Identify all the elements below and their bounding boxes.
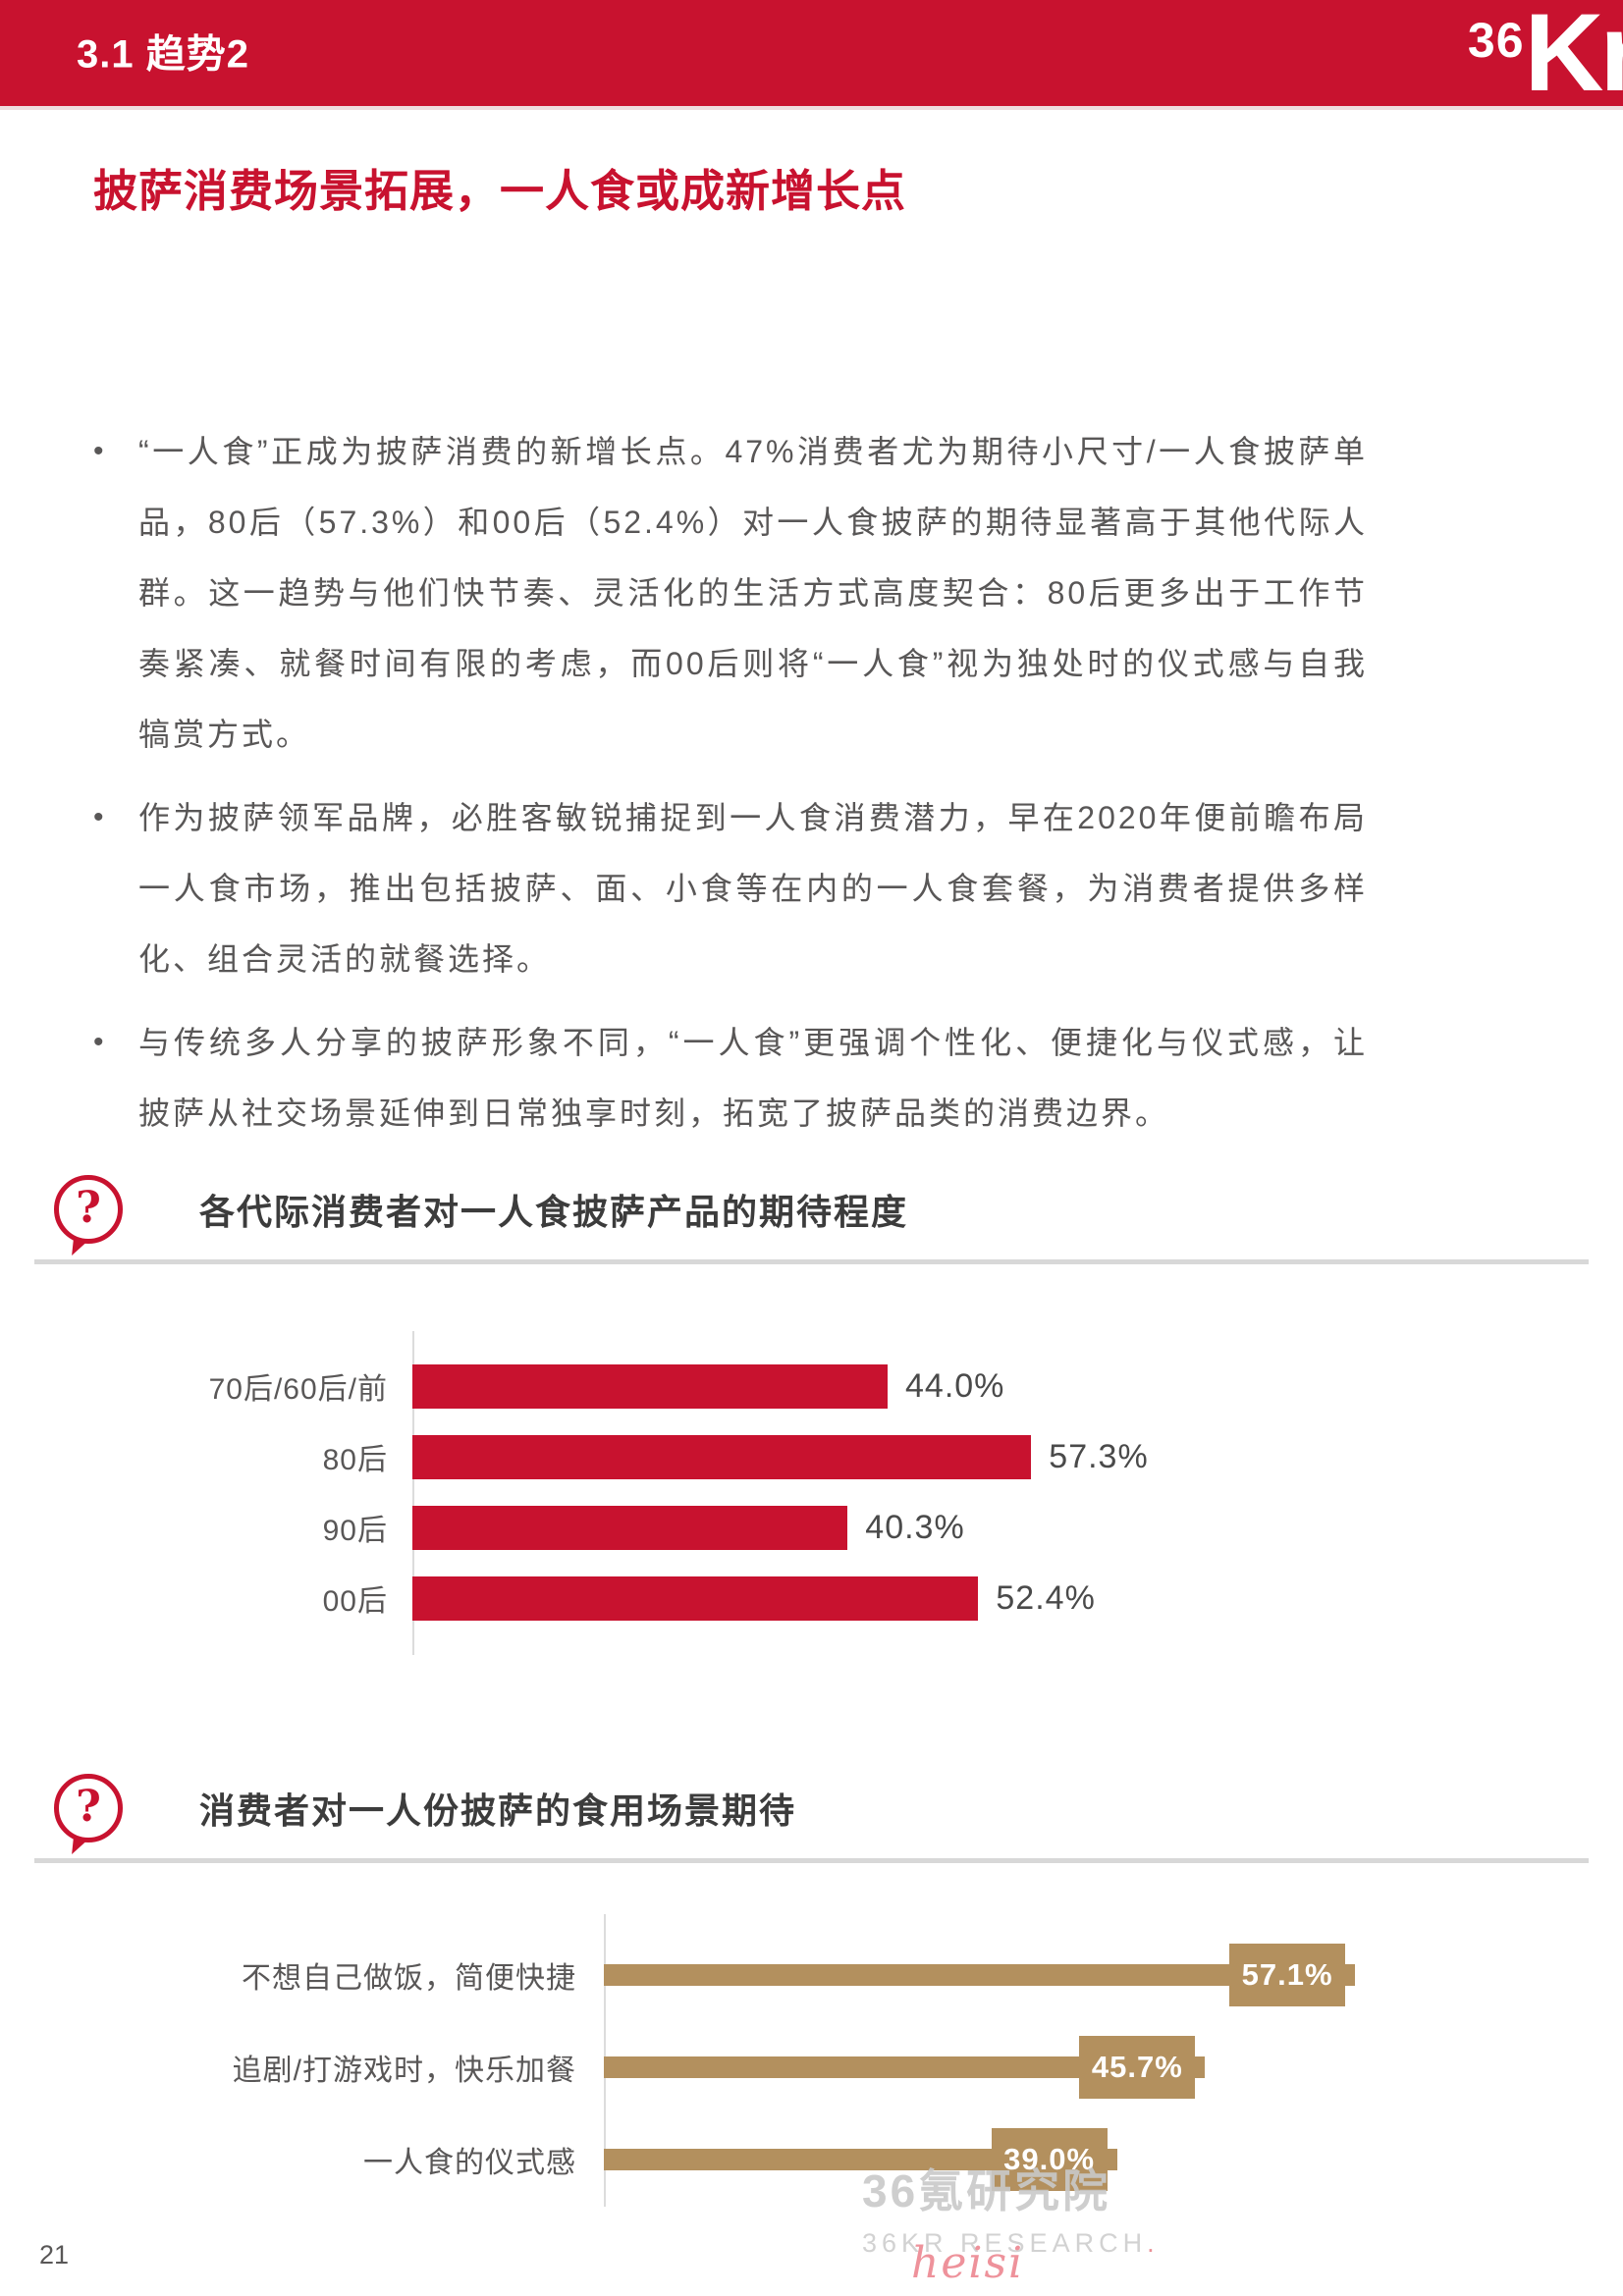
chart-row: 80后 57.3% [93,1421,1586,1492]
chart-title-1: 各代际消费者对一人食披萨产品的期待程度 [199,1192,909,1232]
divider-line [34,1259,1589,1264]
watermark-dot: . [1147,2228,1160,2258]
bar-plot-area: 52.4% [412,1563,1096,1633]
36kr-logo: 36Kr [1467,0,1623,110]
watermark-en: 36KR RESEARCH. [862,2228,1160,2258]
bar-plot-area: 57.3% [412,1421,1149,1492]
bar-plot-area: 39.0% [604,2113,1586,2206]
bar-plot-area: 40.3% [412,1492,965,1563]
bar-category-label: 不想自己做饭，简便快捷 [242,1962,576,1995]
question-mark-glyph: ? [76,1182,101,1233]
bar [604,1964,1356,1986]
chart-row: 90后 40.3% [93,1492,1586,1563]
bullet-item: • 与传统多人分享的披萨形象不同，“一人食”更强调个性化、便捷化与仪式感，让披萨… [93,1007,1368,1148]
bullet-text: “一人食”正成为披萨消费的新增长点。47%消费者尤为期待小尺寸/一人食披萨单品，… [138,434,1368,752]
bar-chart-generations: 70后/60后/前 44.0% 80后 57.3% 90后 40.3% 00后 52.4% [93,1351,1586,1633]
chart-row: 一人食的仪式感 39.0% [93,2113,1586,2206]
bar-category-label: 70后/60后/前 [208,1373,388,1406]
page-title: 披萨消费场景拓展，一人食或成新增长点 [93,166,907,216]
bullet-item: • “一人食”正成为披萨消费的新增长点。47%消费者尤为期待小尺寸/一人食披萨单… [93,416,1368,770]
bar-plot-area: 44.0% [412,1351,1004,1421]
bar-category-label: 一人食的仪式感 [363,2147,576,2179]
question-bubble-icon: ? [54,1774,123,1854]
bullet-marker: • [93,801,104,833]
question-mark-glyph: ? [76,1781,101,1832]
chart-row: 不想自己做饭，简便快捷 57.1% [93,1929,1586,2021]
question-bubble-icon: ? [54,1175,123,1255]
bar-value-tag: 39.0% [991,2128,1108,2191]
chart-row: 追剧/打游戏时，快乐加餐 45.7% [93,2021,1586,2113]
logo-kr-text: Kr [1524,0,1623,110]
logo-36-text: 36 [1467,13,1525,68]
bar-value-label: 57.3% [1049,1437,1149,1475]
bar [412,1575,979,1621]
section-label: 3.1 趋势2 [77,32,249,77]
speech-bubble-tail [72,1838,90,1854]
bullet-list: • “一人食”正成为披萨消费的新增长点。47%消费者尤为期待小尺寸/一人食披萨单… [93,416,1368,1161]
bar [604,2056,1206,2078]
bar-value-label: 52.4% [996,1578,1096,1617]
bar-category-label: 追剧/打游戏时，快乐加餐 [232,2055,576,2087]
bar [604,2149,1117,2170]
header-bar: 3.1 趋势2 36Kr [0,0,1623,110]
bullet-text: 作为披萨领军品牌，必胜客敏锐捕捉到一人食消费潜力，早在2020年便前瞻布局一人食… [138,800,1368,977]
bar [412,1434,1032,1479]
bar-value-label: 44.0% [905,1366,1005,1405]
bar-category-label: 90后 [322,1515,388,1547]
bullet-marker: • [93,1026,104,1058]
chart-row: 70后/60后/前 44.0% [93,1351,1586,1421]
bar-plot-area: 45.7% [604,2021,1586,2113]
bar-value-tag: 57.1% [1229,1944,1346,2006]
bar-chart-scenarios: 不想自己做饭，简便快捷 57.1% 追剧/打游戏时，快乐加餐 45.7% 一人食的仪式感… [93,1929,1586,2206]
bullet-text: 与传统多人分享的披萨形象不同，“一人食”更强调个性化、便捷化与仪式感，让披萨从社… [138,1025,1368,1131]
chart-row: 00后 52.4% [93,1563,1586,1633]
bar [412,1363,888,1409]
watermark-block: 36氪研究院 36KR RESEARCH. [862,2156,1160,2259]
bar-category-label: 80后 [322,1444,388,1476]
chart-section-header-1: ? 各代际消费者对一人食披萨产品的期待程度 [54,1170,909,1255]
watermark-script: heisi [911,2238,1025,2288]
watermark-cn: 36氪研究院 [862,2165,1111,2216]
divider-line [34,1858,1589,1863]
speech-bubble-tail [72,1239,90,1255]
chart-section-header-2: ? 消费者对一人份披萨的食用场景期待 [54,1769,797,1854]
bar [412,1505,848,1550]
chart1-axis-line [412,1331,414,1655]
bar-plot-area: 57.1% [604,1929,1586,2021]
chart-title-2: 消费者对一人份披萨的食用场景期待 [199,1790,797,1831]
bar-category-label: 00后 [322,1585,388,1618]
bar-value-label: 40.3% [865,1508,965,1546]
page-number: 21 [39,2240,70,2269]
bullet-item: • 作为披萨领军品牌，必胜客敏锐捕捉到一人食消费潜力，早在2020年便前瞻布局一… [93,782,1368,994]
bullet-marker: • [93,435,104,467]
bar-value-tag: 45.7% [1079,2036,1196,2099]
